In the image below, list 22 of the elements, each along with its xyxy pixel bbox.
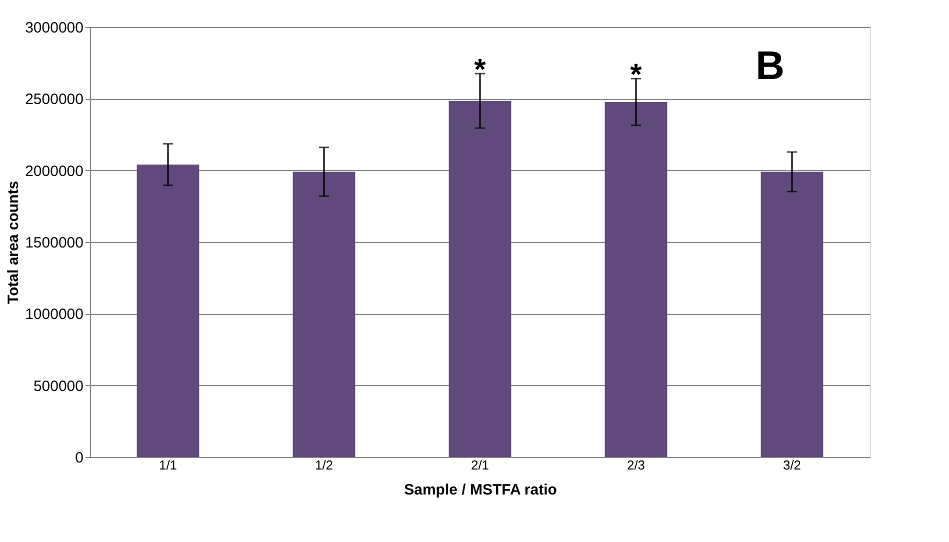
x-tick-label: 1/1 <box>158 458 178 472</box>
y-tick-label: 1000000 <box>25 306 84 324</box>
y-tick-label: 1500000 <box>25 234 84 252</box>
y-tick-label: 3000000 <box>25 20 84 36</box>
x-axis-title: Sample / MSTFA ratio <box>404 482 557 498</box>
x-tick-label: 1/2 <box>314 458 334 472</box>
x-tick-label: 2/3 <box>626 458 646 472</box>
bar <box>760 172 824 457</box>
bar <box>292 172 356 457</box>
annotation: * <box>474 54 486 87</box>
y-tick-label: 500000 <box>33 378 84 395</box>
y-tick-label: 0 <box>75 450 84 466</box>
bar <box>448 100 512 457</box>
annotation: * <box>630 58 642 92</box>
y-tick-label: 2500000 <box>25 91 84 108</box>
annotation: B <box>756 44 784 88</box>
x-tick-label: 3/2 <box>782 458 802 472</box>
y-axis-title: Total area counts <box>5 180 22 304</box>
y-tick-label: 2000000 <box>25 162 84 180</box>
bar <box>604 102 668 457</box>
bar <box>136 164 200 457</box>
x-tick-label: 2/1 <box>470 458 490 472</box>
